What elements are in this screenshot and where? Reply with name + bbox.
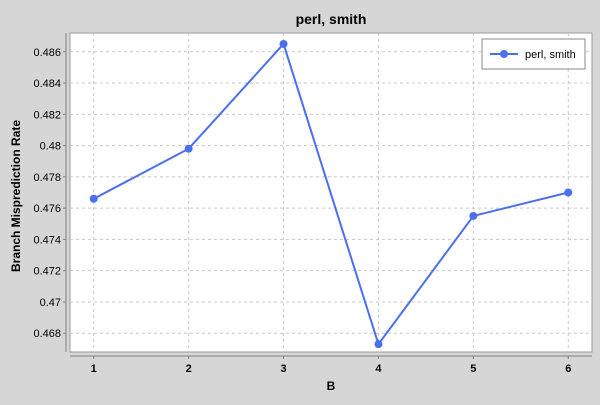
chart-title: perl, smith: [296, 11, 367, 27]
series-line: [93, 42, 569, 346]
y-tick-label: 0.486: [33, 47, 61, 59]
data-point: [469, 211, 478, 220]
data-point: [374, 340, 383, 349]
x-tick-label: 3: [280, 363, 286, 375]
legend-box: [481, 38, 586, 70]
data-point: [564, 188, 573, 197]
y-tick-label: 0.468: [33, 328, 61, 340]
y-tick-label: 0.478: [33, 172, 61, 184]
y-tick-label: 0.476: [33, 203, 61, 215]
y-tick-label: 0.484: [33, 78, 61, 90]
data-point: [89, 194, 98, 203]
x-axis-label: B: [327, 379, 336, 393]
series-layer: [89, 39, 573, 349]
x-tick-label: 6: [565, 363, 571, 375]
x-tick-label: 5: [470, 363, 476, 375]
data-point: [279, 39, 288, 48]
y-tick-label: 0.482: [33, 109, 61, 121]
y-axis-label: Branch Misprediction Rate: [9, 120, 23, 272]
y-tick-label: 0.47: [40, 297, 61, 309]
y-tick-label: 0.472: [33, 266, 61, 278]
axes: 0.468 0.47 0.472 0.474 0.476 0.478 0.48 0.482 0.…: [33, 33, 592, 375]
y-tick-label: 0.474: [33, 234, 61, 246]
data-point: [184, 144, 193, 153]
y-tick-label: 0.48: [40, 141, 61, 153]
legend-label: perl, smith: [525, 49, 576, 61]
x-tick-label: 4: [375, 363, 382, 375]
grid-lines: [70, 33, 592, 352]
x-tick-label: 2: [186, 363, 192, 375]
legend-marker-icon: [500, 50, 508, 58]
legend: perl, smith: [481, 38, 586, 70]
x-tick-label: 1: [91, 363, 97, 375]
